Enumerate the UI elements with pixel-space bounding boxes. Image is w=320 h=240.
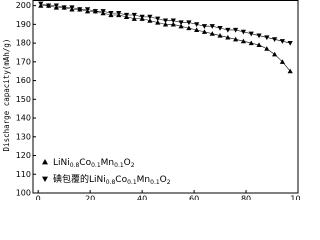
data-point [131, 16, 137, 21]
plot-frame [32, 0, 299, 194]
data-point [162, 21, 169, 27]
data-point [100, 9, 106, 14]
data-point [233, 27, 239, 33]
data-point [45, 3, 52, 9]
data-point [139, 14, 145, 20]
x-tick-label: 80 [241, 195, 251, 201]
data-point [69, 5, 75, 11]
data-point [92, 9, 98, 14]
data-point [272, 37, 278, 42]
data-point [256, 33, 262, 39]
data-point [155, 19, 161, 25]
data-point [225, 27, 231, 33]
data-point [240, 38, 247, 44]
x-tick-label: 100 [290, 195, 300, 201]
data-point [116, 11, 122, 16]
data-point [248, 40, 254, 46]
series-line [40, 5, 291, 72]
y-tick-label: 140 [16, 114, 31, 123]
data-point [287, 68, 293, 74]
y-tick-label: 160 [16, 76, 31, 85]
data-point [225, 34, 231, 40]
data-point [77, 7, 83, 12]
data-point [53, 3, 59, 9]
data-point [279, 59, 286, 64]
legend-box [37, 153, 197, 189]
y-tick-label: 150 [16, 95, 31, 104]
data-point [287, 41, 293, 46]
legend-label: 碘包覆的LiNi0.8Co0.1Mn0.1O2 [53, 173, 171, 187]
chart: Discharge capacity(mAh/g) 100 110 120 130 14… [2, 0, 300, 201]
data-point [279, 39, 286, 44]
x-tick-label: 0 [36, 195, 41, 201]
data-point [272, 51, 278, 57]
y-tick-label: 110 [16, 170, 31, 179]
data-point [108, 11, 114, 16]
data-point [170, 21, 176, 27]
data-point [186, 25, 192, 31]
data-point [84, 7, 91, 12]
data-point [170, 18, 176, 24]
y-tick-label: 200 [16, 1, 31, 10]
data-point [209, 31, 215, 36]
y-axis-label: Discharge capacity(mAh/g) [2, 39, 11, 152]
data-point [209, 24, 215, 29]
data-point [186, 20, 192, 26]
data-point [264, 35, 270, 41]
data-point [256, 42, 262, 48]
legend-marker [42, 176, 48, 182]
data-point [131, 12, 137, 18]
data-point [194, 22, 200, 27]
data-point [194, 27, 200, 33]
data-point [61, 5, 67, 11]
y-tick-label: 170 [16, 57, 31, 66]
y-tick-label: 190 [16, 20, 31, 29]
data-point [155, 16, 161, 22]
data-point [201, 29, 208, 34]
legend-label: LiNi0.8Co0.1Mn0.1O2 [53, 158, 135, 170]
x-tick-label: 60 [189, 195, 199, 201]
x-tick-label: 20 [85, 195, 95, 201]
data-point [147, 14, 153, 20]
data-point [248, 31, 254, 37]
data-point [147, 18, 153, 23]
data-point [178, 23, 184, 29]
data-point [240, 29, 247, 35]
data-point [233, 36, 239, 42]
data-point [201, 24, 208, 29]
data-point [38, 1, 44, 7]
legend-marker [42, 159, 48, 165]
data-point [162, 18, 169, 24]
x-tick-label: 40 [137, 195, 147, 201]
data-point [217, 26, 223, 31]
y-tick-label: 100 [16, 189, 31, 198]
y-tick-label: 130 [16, 132, 31, 141]
y-tick-label: 180 [16, 39, 31, 48]
data-point [264, 46, 270, 51]
data-point [178, 20, 184, 26]
y-tick-label: 120 [16, 151, 31, 160]
data-point [123, 12, 130, 18]
data-point [217, 33, 223, 38]
